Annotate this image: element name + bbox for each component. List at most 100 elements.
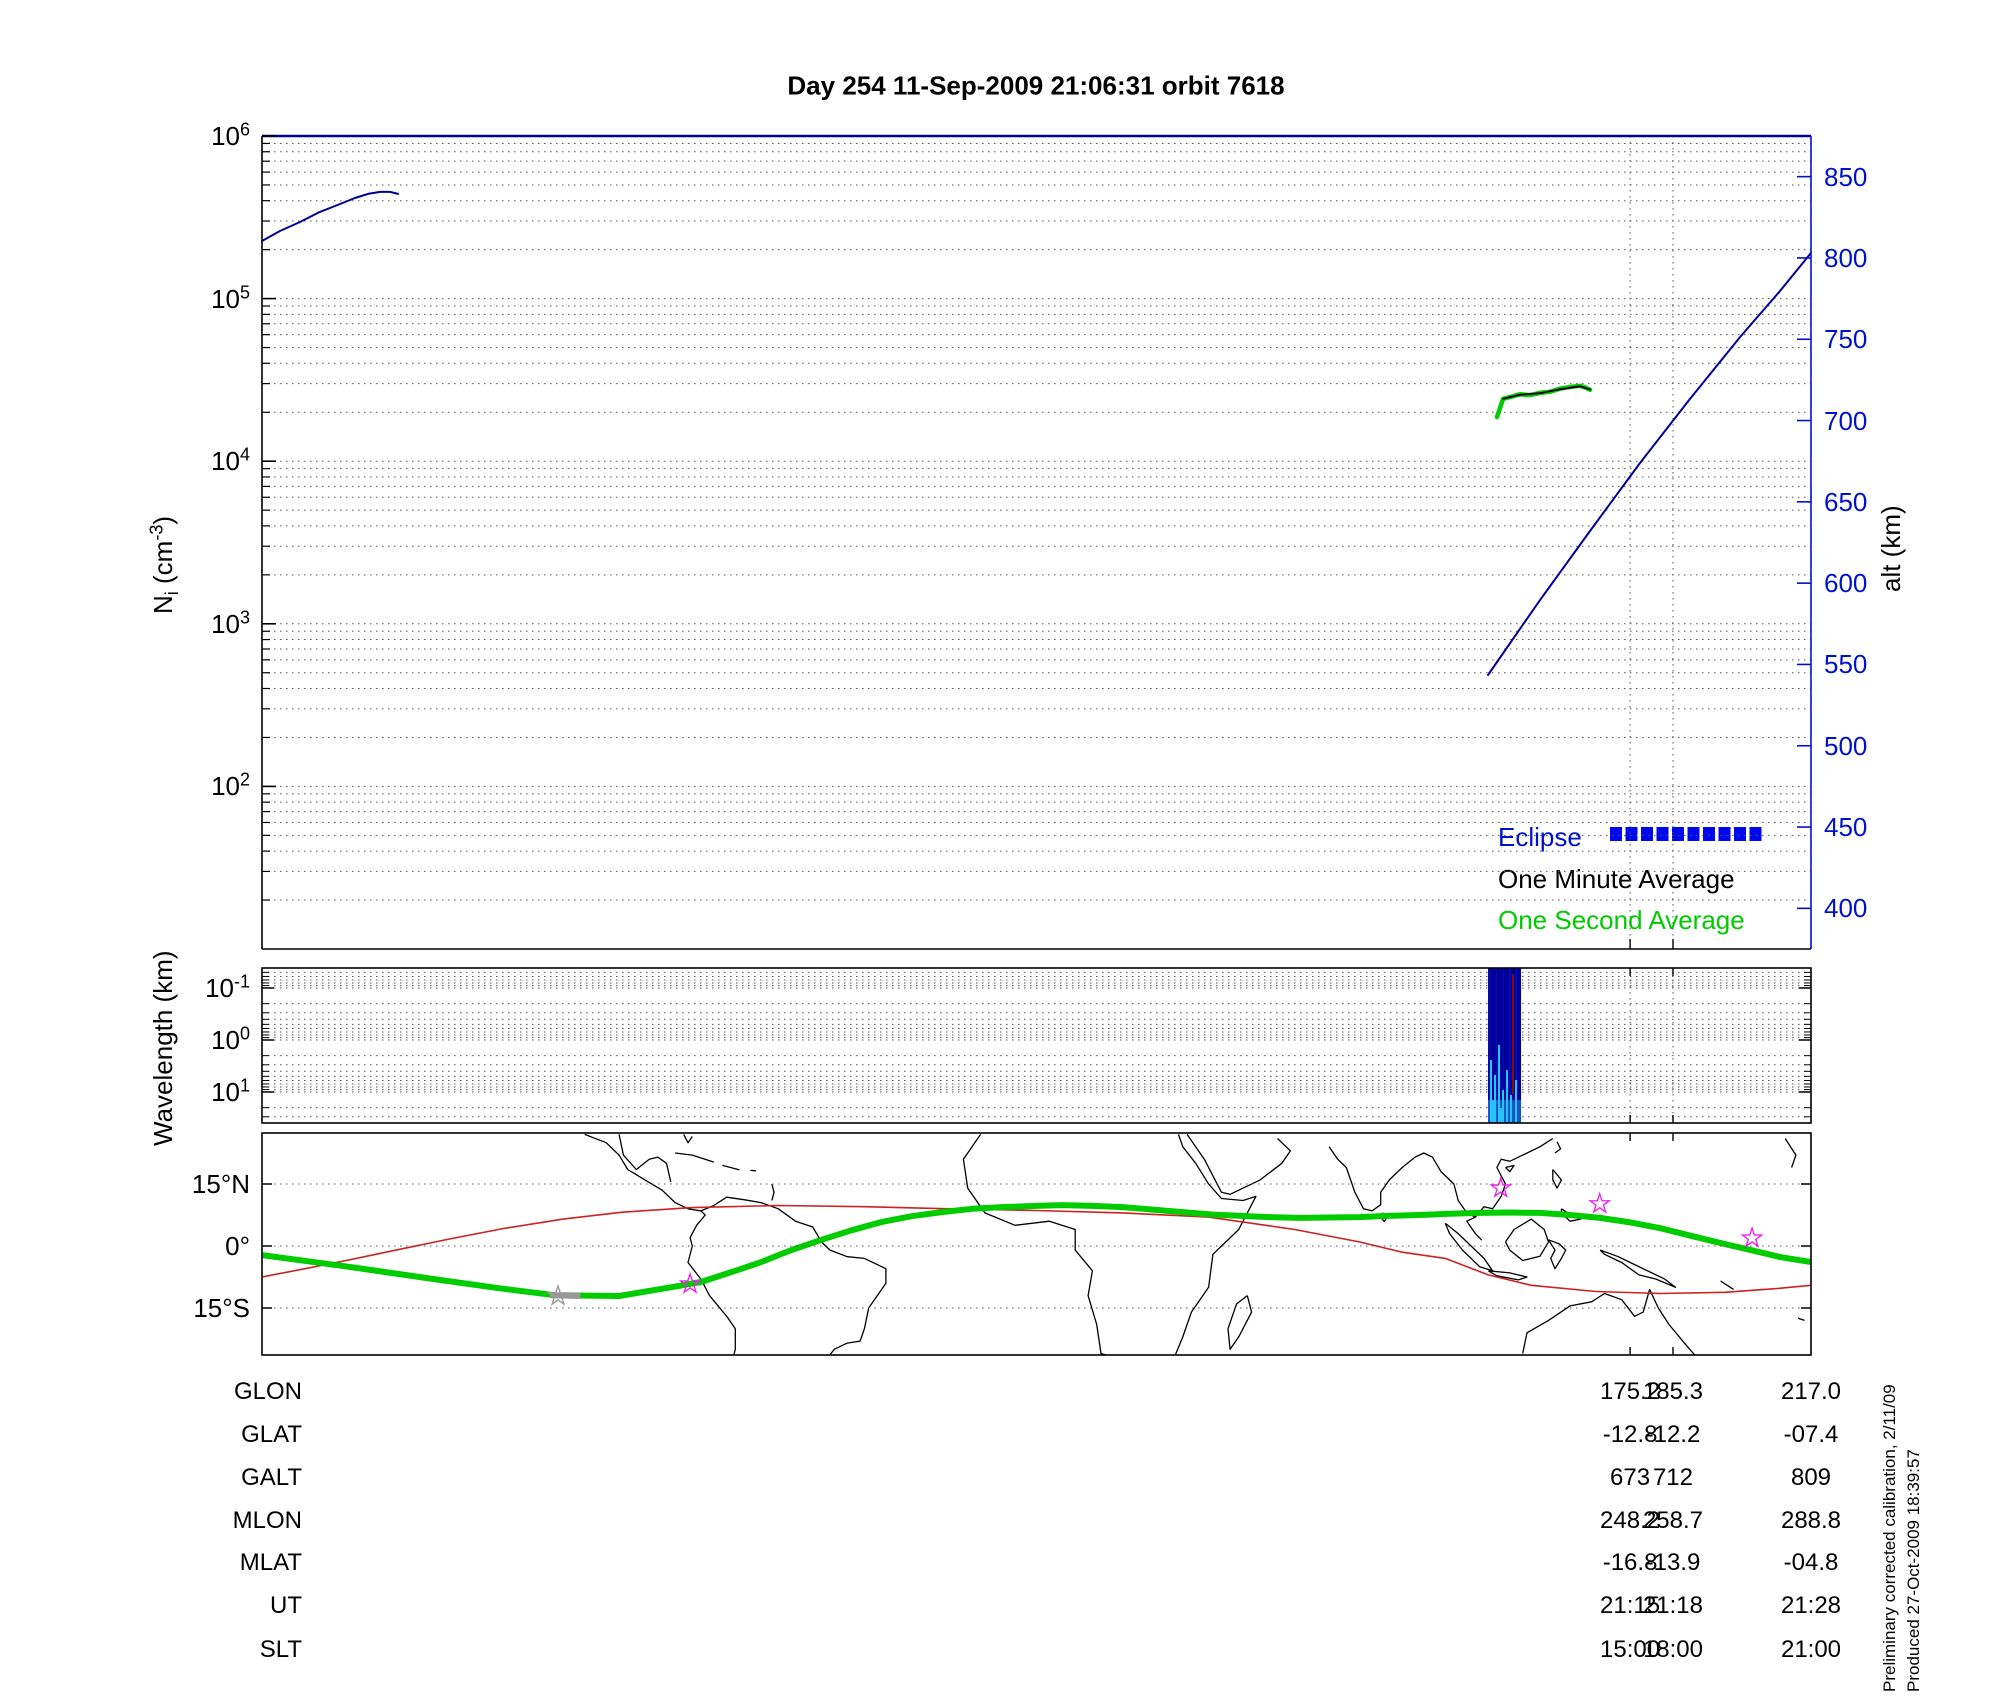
band-texture: [1517, 968, 1520, 1123]
table-row-label: SLT: [259, 1636, 302, 1663]
band-texture: [1508, 968, 1511, 1123]
coastline: [675, 1152, 715, 1163]
ni-tick-label: 105: [211, 281, 250, 314]
eclipse-legend-marker: [1610, 827, 1765, 841]
table-value-col2: 258.7: [1642, 1507, 1703, 1534]
map-lat-label: 15°S: [193, 1292, 250, 1323]
table-value-col3: 217.0: [1780, 1378, 1842, 1405]
waypoint-star: [678, 1271, 702, 1294]
band-cyan-streak: [1506, 1070, 1509, 1122]
coastline: [1552, 1169, 1563, 1189]
band-texture: [1495, 968, 1498, 1123]
table-value-col2: 185.3: [1642, 1378, 1703, 1405]
table-value-col2: 18:00: [1642, 1636, 1703, 1663]
coastline: [722, 1164, 740, 1171]
table-value-col2: -12.2: [1645, 1421, 1701, 1448]
band-cyan-streak: [1502, 1090, 1505, 1122]
alt-tick-label: 500: [1824, 730, 1868, 761]
coastline: [1431, 1156, 1483, 1241]
coastline: [1504, 1218, 1550, 1262]
band-texture: [1504, 968, 1506, 1123]
ni-tick-label: 102: [211, 769, 250, 802]
band-cyan-streak: [1490, 1060, 1493, 1122]
legend-one-second-label: One Second Average: [1498, 905, 1745, 935]
table-row-label: MLAT: [239, 1549, 302, 1576]
ground-track-eclipse-segment: [550, 1292, 581, 1299]
coastline: [1784, 1138, 1797, 1168]
coastline: [700, 1196, 887, 1355]
table-value-col3: 21:28: [1780, 1592, 1842, 1619]
waypoint-star: [1740, 1225, 1764, 1248]
ni-tick-label: 106: [211, 119, 250, 151]
altitude-curve: [1487, 251, 1812, 676]
coastline: [584, 1133, 702, 1212]
coastline: [1797, 1317, 1805, 1322]
ni-one-minute-curve: [1502, 385, 1591, 400]
table-value-col1: 175.2: [1600, 1378, 1661, 1405]
coastline: [687, 1210, 736, 1355]
middle-panel-frame: [261, 967, 1812, 1124]
coastline: [1487, 1270, 1528, 1281]
table-row-label: UT: [270, 1592, 302, 1619]
page-title: Day 254 11-Sep-2009 21:06:31 orbit 7618: [787, 70, 1285, 101]
coastline: [1186, 1134, 1292, 1195]
coastline: [1227, 1295, 1253, 1350]
coastline: [1522, 1288, 1696, 1355]
coastline: [1174, 1134, 1257, 1355]
alt-tick-label: 850: [1824, 161, 1868, 192]
table-value-col3: -04.8: [1783, 1549, 1839, 1576]
map-lat-label: 15°N: [191, 1169, 250, 1199]
table-value-col2: 21:18: [1642, 1592, 1703, 1619]
ni-tick-label: 103: [211, 607, 250, 639]
band-cyan-base: [1488, 1100, 1522, 1123]
alt-tick-label: 450: [1824, 812, 1868, 843]
waypoint-star-gray: [546, 1283, 570, 1306]
table-value-col1: 15:00: [1600, 1636, 1661, 1663]
coastline: [1599, 1249, 1677, 1288]
band-texture: [1502, 968, 1504, 1123]
table-value-col2: -13.9: [1645, 1549, 1701, 1576]
table-value-col2: 712: [1652, 1464, 1693, 1491]
band-texture: [1513, 968, 1515, 1123]
band-texture: [1506, 968, 1509, 1123]
ni-tick-label: 104: [211, 444, 250, 477]
band-texture: [1491, 968, 1493, 1123]
wavelength-tick-label: 101: [211, 1075, 250, 1107]
coastline: [962, 1134, 1108, 1355]
ground-track-line: [262, 1202, 1811, 1299]
coastline: [1328, 1146, 1433, 1212]
map-layer: [262, 1133, 1811, 1355]
table-value-col3: 288.8: [1780, 1507, 1842, 1534]
band-texture: [1493, 968, 1495, 1123]
coastline: [1505, 1164, 1515, 1173]
table-value-col1: 673: [1610, 1464, 1651, 1491]
alt-tick-label: 750: [1824, 324, 1868, 355]
table-value-col3: 809: [1790, 1464, 1832, 1491]
coastline: [1554, 1141, 1562, 1154]
magnetic-equator-line: [262, 1204, 1811, 1295]
wavelength-tick-label: 100: [211, 1023, 250, 1055]
band-texture: [1511, 968, 1513, 1123]
legend-eclipse-label: Eclipse: [1498, 822, 1582, 852]
map-panel-frame: [261, 1132, 1812, 1356]
coastline: [1444, 1222, 1494, 1272]
band-cyan-streak: [1498, 1045, 1501, 1122]
table-value-col1: -12.8: [1602, 1421, 1658, 1448]
waypoint-star: [1489, 1175, 1513, 1198]
table-value-col3: -07.4: [1783, 1421, 1839, 1448]
map-lat-label: 0°: [225, 1231, 250, 1261]
band-red-line: [1512, 974, 1515, 1094]
table-value-col1: 248.2: [1600, 1507, 1661, 1534]
band-texture: [1500, 968, 1502, 1123]
band-cyan-streak: [1500, 1108, 1503, 1122]
table-row-label: GLON: [233, 1378, 302, 1405]
band-cyan-streak: [1492, 1100, 1495, 1122]
table-value-col1: 21:15: [1600, 1592, 1661, 1619]
legend-one-minute-label: One Minute Average: [1498, 864, 1735, 894]
coastline: [1720, 1280, 1734, 1290]
alt-tick-label: 600: [1824, 568, 1868, 599]
coastline: [683, 1134, 693, 1144]
band-cyan-streak: [1494, 1075, 1497, 1122]
